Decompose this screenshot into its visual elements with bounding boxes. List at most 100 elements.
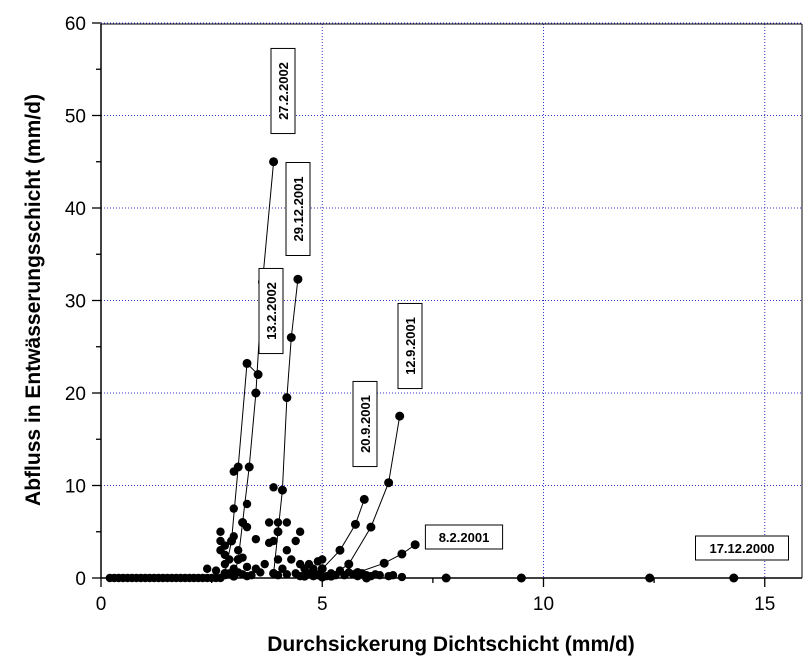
data-point [291,536,300,546]
grid [101,22,802,578]
y-tick-label: 40 [65,199,86,220]
data-point [441,573,451,583]
annotation-text: 20.9.2001 [358,395,373,453]
data-point [410,540,420,550]
annotation-label: 12.9.2001 [397,302,423,390]
data-point [269,483,278,492]
y-tick-label: 0 [75,569,86,590]
data-point [233,555,243,564]
data-point [326,571,336,581]
data-point [353,567,363,577]
annotation-label: 20.9.2001 [352,380,378,468]
data-point [282,393,292,403]
data-point [220,541,230,550]
data-point [256,568,265,577]
annotation-text: 27.2.2002 [276,62,291,120]
data-point [318,555,327,564]
axis-ticks: 0 5 10 15 0 10 20 30 40 50 60 [65,14,775,615]
annotation-text: 12.9.2001 [403,317,418,375]
data-point [295,527,305,536]
annotation-label: 29.12.2001 [285,162,311,256]
data-point [350,519,360,529]
event-annotations: 27.2.2002 29.12.2001 13.2.2002 12.9.2001 20.… [258,47,789,561]
data-point [282,570,292,579]
data-point [233,546,243,555]
annotation-text: 13.2.2002 [264,282,279,340]
y-tick-label: 60 [65,14,86,35]
annotation-box [695,535,789,561]
data-point [264,518,274,527]
annotation-label: 13.2.2002 [258,267,284,355]
data-point [211,566,221,575]
data-point [227,536,237,546]
annotation-text: 17.12.2000 [709,541,774,556]
x-tick-label: 15 [754,594,775,615]
data-point [309,564,318,573]
data-point [273,518,283,527]
data-point [359,494,369,504]
annotation-text: 8.2.2001 [439,530,490,545]
y-tick-label: 10 [65,477,86,498]
y-tick-label: 30 [65,292,86,313]
y-axis-title: Abfluss in Entwässerungsschicht (mm/d) [22,94,45,506]
data-point [273,527,283,537]
data-points [105,157,739,583]
data-point [216,527,225,536]
data-point [251,534,261,544]
annotation-box [424,524,504,550]
data-point [282,546,292,555]
data-point [260,559,269,569]
data-point [233,462,243,472]
data-point [244,462,254,472]
data-point [366,522,376,532]
data-point [300,571,310,581]
data-point [379,558,389,568]
x-axis-title: Durchsickerung Dichtschicht (mm/d) [267,633,635,656]
data-point [729,573,739,583]
plot-background [101,24,802,578]
y-tick-label: 50 [65,107,86,128]
data-point [384,478,394,488]
annotation-box [352,380,378,468]
data-point [286,333,296,342]
data-point [229,571,239,581]
annotation-label: 8.2.2001 [424,524,504,550]
x-tick-label: 0 [96,594,107,615]
data-point [397,549,407,559]
y-tick-label: 20 [65,384,86,405]
data-point [269,568,279,578]
x-tick-label: 5 [317,594,328,615]
data-point [242,499,252,509]
annotation-box [397,302,423,390]
annotation-box [285,162,311,256]
data-point [395,411,405,421]
data-point [645,573,655,583]
data-point [242,358,252,368]
data-point [225,555,234,564]
data-point [247,571,256,580]
data-point [287,555,296,564]
data-point [397,572,407,582]
data-point [293,274,303,284]
data-point [344,559,354,569]
annotation-box [258,267,284,355]
data-point [238,518,248,527]
annotation-text: 29.12.2001 [291,176,306,241]
data-point [317,572,327,582]
annotation-label: 17.12.2000 [695,535,789,561]
data-point [317,564,327,574]
data-point [251,388,261,398]
x-tick-label: 10 [533,594,554,615]
data-point [229,504,238,513]
data-point [277,485,287,495]
data-point [282,518,292,527]
data-point [220,568,230,578]
annotation-label: 27.2.2002 [270,47,296,135]
annotation-box [270,47,296,135]
series-line [273,279,299,574]
data-point [273,555,283,564]
data-point [516,573,526,583]
data-point [269,157,279,167]
data-point [269,536,278,546]
